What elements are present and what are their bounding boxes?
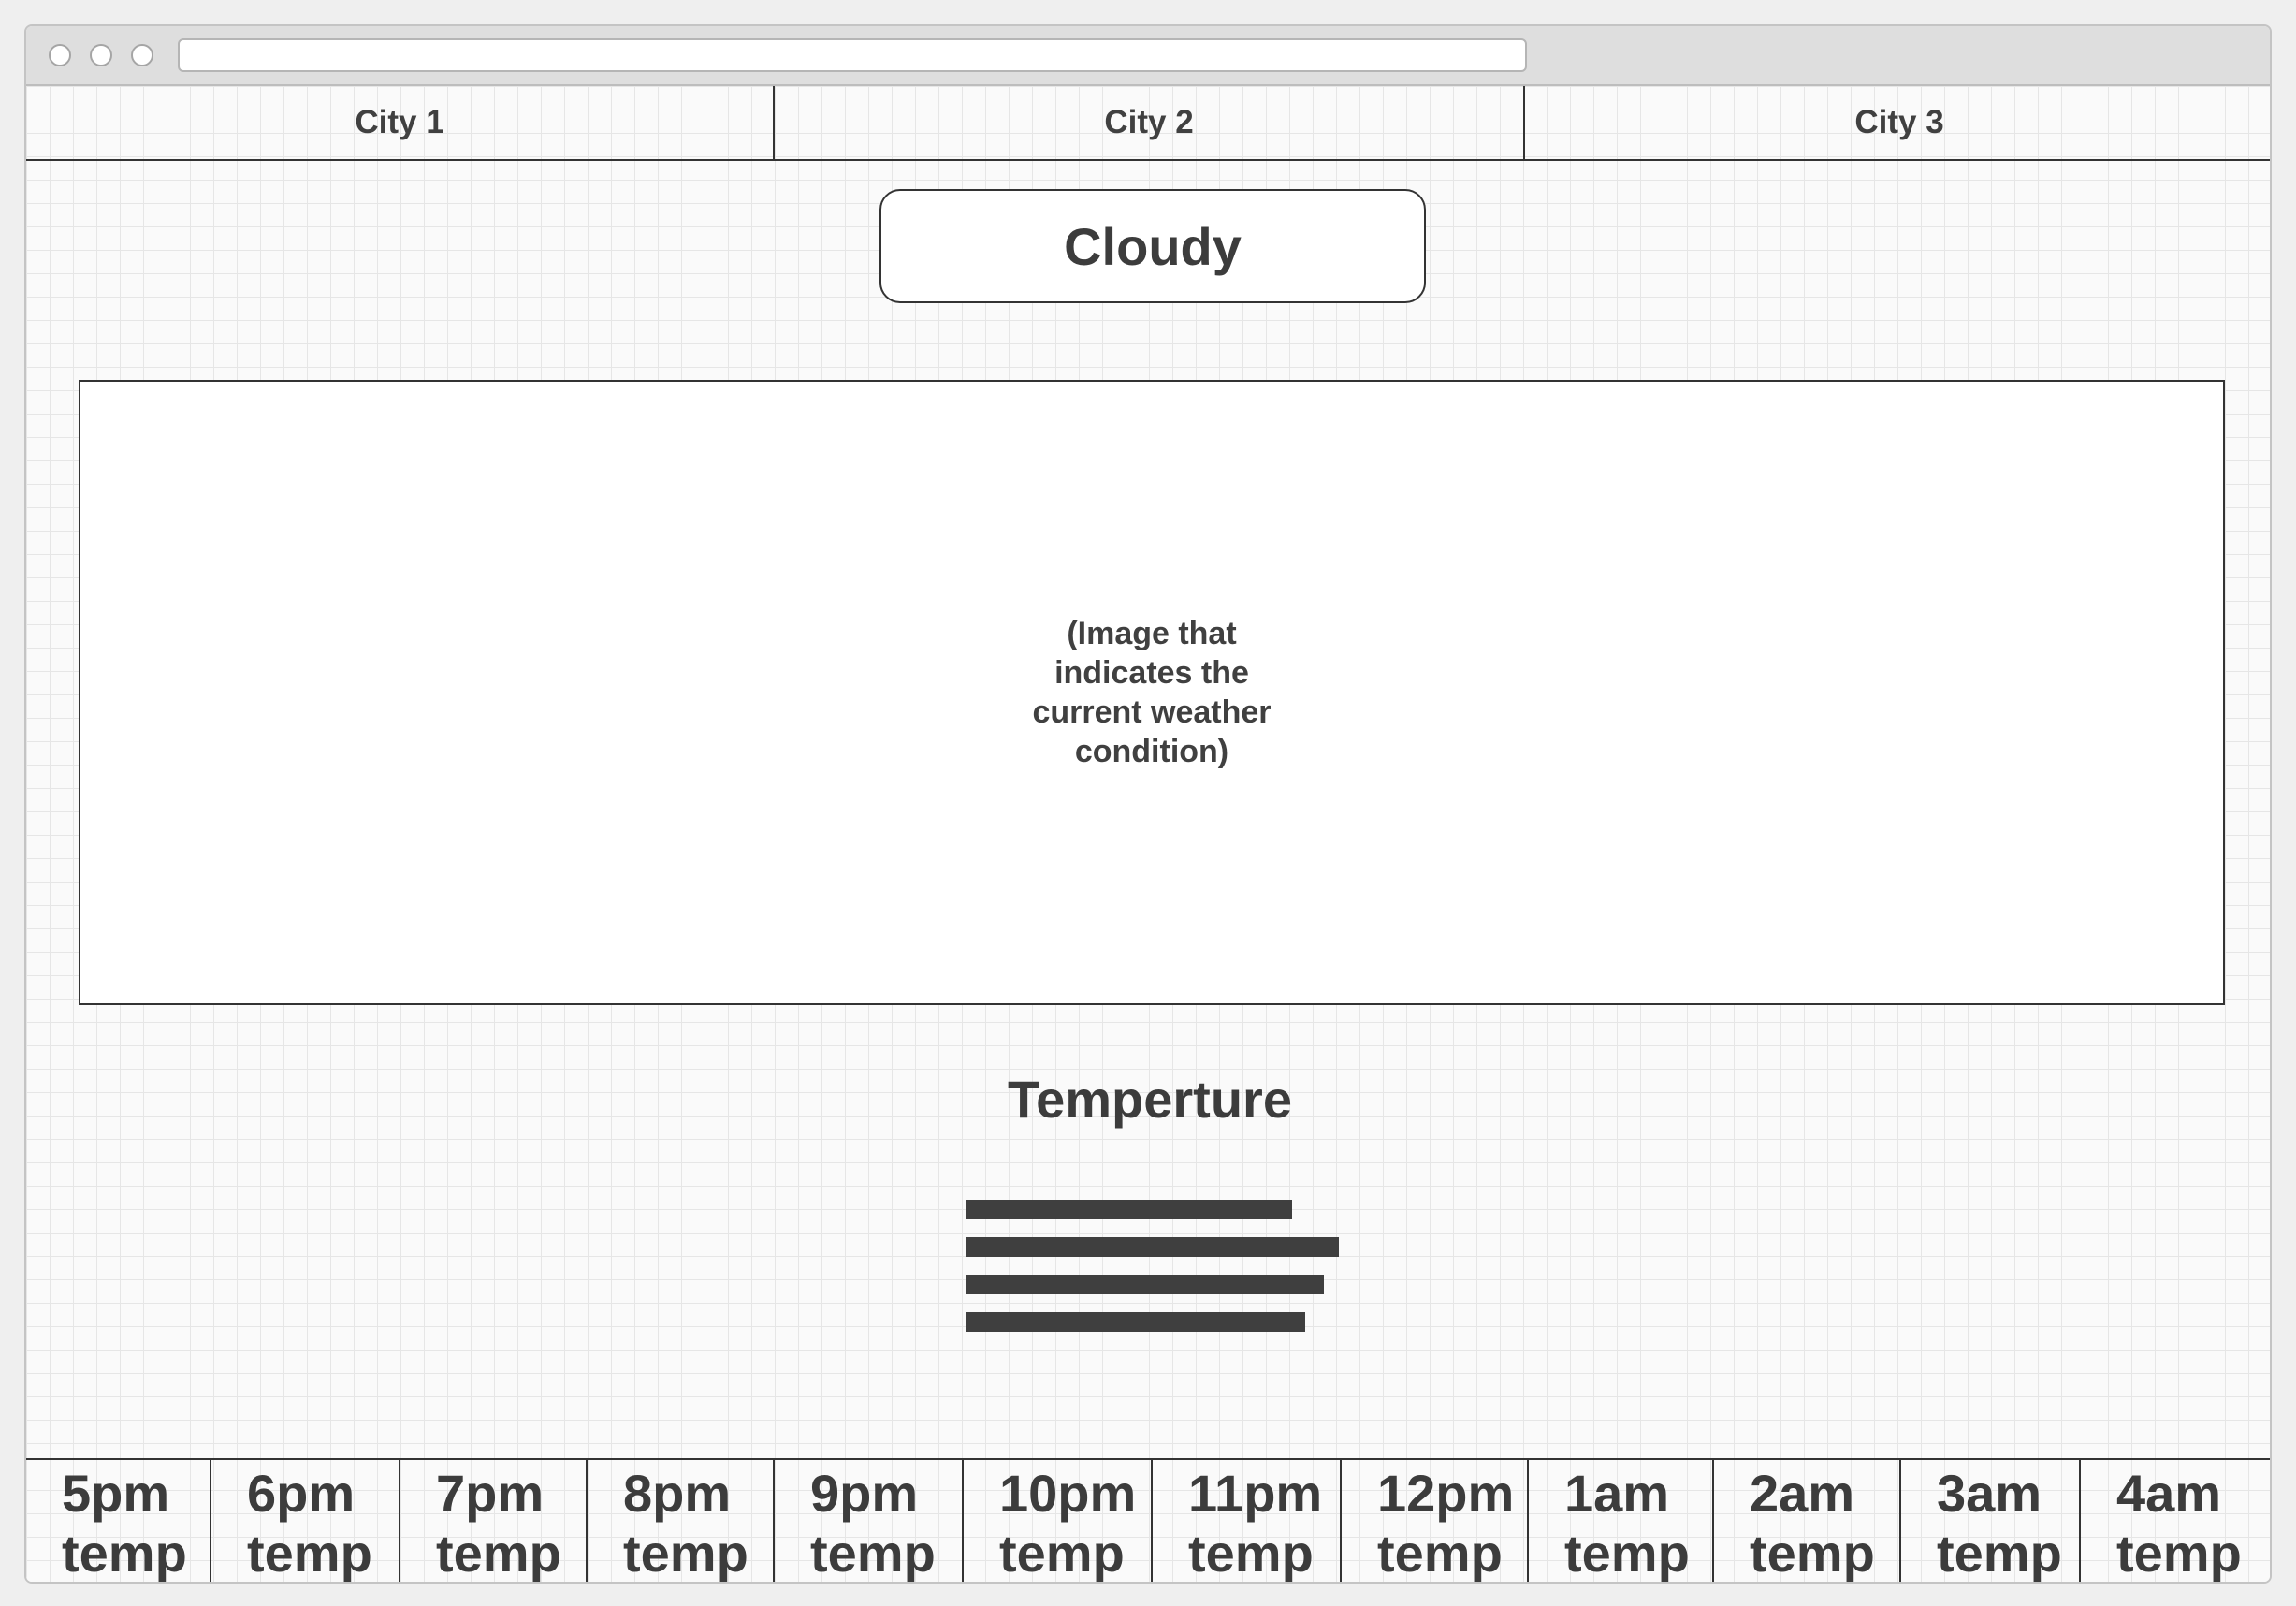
- hour-time: 10pm: [999, 1464, 1137, 1523]
- hour-cell: 12pm temp: [1342, 1460, 1529, 1583]
- temperature-text-placeholder: [966, 1200, 1359, 1350]
- weather-image-placeholder: (Image that indicates the current weathe…: [79, 380, 2225, 1005]
- hour-time: 1am: [1564, 1464, 1670, 1523]
- page-canvas: City 1 City 2 City 3 Cloudy (Image that …: [26, 86, 2270, 1582]
- tab-divider: [773, 86, 775, 159]
- tab-label: City 2: [1104, 104, 1194, 140]
- address-bar[interactable]: [178, 38, 1527, 72]
- browser-titlebar: [26, 26, 2270, 86]
- hour-time: 5pm: [62, 1464, 170, 1523]
- hour-cell: 11pm temp: [1153, 1460, 1342, 1583]
- tab-city-1[interactable]: City 1: [26, 86, 773, 159]
- weather-condition-label: Cloudy: [1064, 216, 1242, 276]
- tab-city-2[interactable]: City 2: [775, 86, 1523, 159]
- text-line: [966, 1312, 1305, 1332]
- hour-divider: [1712, 1460, 1714, 1582]
- hour-cell: 7pm temp: [400, 1460, 588, 1583]
- hour-cell: 1am temp: [1529, 1460, 1714, 1583]
- hour-cell: 9pm temp: [775, 1460, 964, 1583]
- hour-time: 2am: [1750, 1464, 1855, 1523]
- temperature-title: Temperture: [1008, 1070, 1292, 1129]
- hour-cell: 6pm temp: [211, 1460, 400, 1583]
- hour-temp: temp: [1564, 1524, 1690, 1583]
- tab-city-3[interactable]: City 3: [1525, 86, 2270, 159]
- hour-time: 11pm: [1188, 1464, 1323, 1523]
- hourly-forecast-strip: 5pm temp 6pm temp 7pm temp 8pm temp 9pm temp 10pm t…: [26, 1458, 2270, 1583]
- hour-cell: 4am temp: [2081, 1460, 2270, 1583]
- hour-divider: [1340, 1460, 1342, 1582]
- browser-window: City 1 City 2 City 3 Cloudy (Image that …: [24, 24, 2272, 1584]
- hour-temp: temp: [1750, 1524, 1875, 1583]
- tab-label: City 1: [355, 104, 444, 140]
- hour-time: 3am: [1937, 1464, 2042, 1523]
- hour-divider: [210, 1460, 211, 1582]
- hour-divider: [1527, 1460, 1529, 1582]
- hour-divider: [1151, 1460, 1153, 1582]
- weather-condition-button[interactable]: Cloudy: [879, 189, 1426, 303]
- tab-divider: [1523, 86, 1525, 159]
- hour-time: 12pm: [1377, 1464, 1515, 1523]
- text-line: [966, 1275, 1324, 1294]
- text-line: [966, 1200, 1292, 1219]
- hour-temp: temp: [623, 1524, 748, 1583]
- hour-temp: temp: [62, 1524, 187, 1583]
- hour-cell: 5pm temp: [26, 1460, 211, 1583]
- hour-temp: temp: [436, 1524, 561, 1583]
- hour-temp: temp: [1937, 1524, 2062, 1583]
- hour-temp: temp: [1188, 1524, 1314, 1583]
- maximize-window-icon[interactable]: [131, 44, 153, 66]
- hour-cell: 2am temp: [1714, 1460, 1901, 1583]
- hour-divider: [1899, 1460, 1901, 1582]
- hour-temp: temp: [999, 1524, 1125, 1583]
- hour-divider: [586, 1460, 588, 1582]
- hour-time: 8pm: [623, 1464, 732, 1523]
- hour-temp: temp: [247, 1524, 372, 1583]
- hour-cell: 3am temp: [1901, 1460, 2081, 1583]
- hour-divider: [2079, 1460, 2081, 1582]
- hour-temp: temp: [810, 1524, 936, 1583]
- minimize-window-icon[interactable]: [90, 44, 112, 66]
- image-placeholder-caption: (Image that indicates the current weathe…: [1032, 616, 1272, 769]
- close-window-icon[interactable]: [49, 44, 71, 66]
- city-tabs: City 1 City 2 City 3: [26, 86, 2270, 161]
- hour-time: 7pm: [436, 1464, 545, 1523]
- tab-label: City 3: [1854, 104, 1944, 140]
- hour-time: 6pm: [247, 1464, 356, 1523]
- hour-cell: 10pm temp: [964, 1460, 1153, 1583]
- hour-time: 4am: [2116, 1464, 2222, 1523]
- hour-divider: [773, 1460, 775, 1582]
- hour-divider: [399, 1460, 400, 1582]
- hour-time: 9pm: [810, 1464, 919, 1523]
- text-line: [966, 1237, 1339, 1257]
- hour-temp: temp: [2116, 1524, 2242, 1583]
- hour-temp: temp: [1377, 1524, 1503, 1583]
- hour-cell: 8pm temp: [588, 1460, 775, 1583]
- hour-divider: [962, 1460, 964, 1582]
